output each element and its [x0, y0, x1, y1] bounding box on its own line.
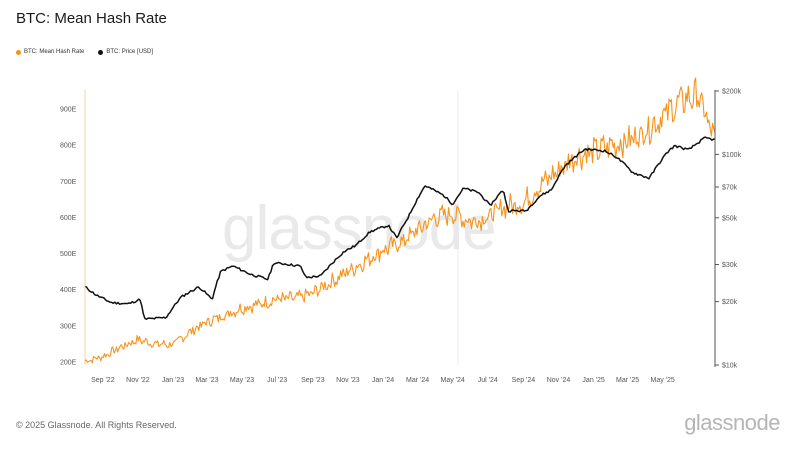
x-tick-label: Sep '23 — [301, 377, 325, 384]
x-tick-label: Mar '25 — [616, 377, 639, 384]
y-right-tick-label: $70k — [722, 185, 738, 192]
x-tick-label: Mar '24 — [406, 377, 429, 384]
x-tick-label: Mar '23 — [195, 377, 218, 384]
y-right-tick-label: $30k — [722, 262, 738, 269]
y-left-tick-label: 600E — [60, 215, 77, 222]
x-tick-label: Nov '22 — [126, 377, 150, 384]
x-tick-label: Jan '23 — [162, 377, 184, 384]
series-line-price — [84, 136, 716, 321]
legend-label-hash-rate: BTC: Mean Hash Rate — [24, 49, 85, 55]
legend-item-price[interactable]: BTC: Price [USD] — [98, 49, 153, 55]
y-left-tick-label: 800E — [60, 143, 77, 150]
axes-layer: 200E 300E 400E 500E 600E 700E 800E 900E $10k $20k… — [60, 89, 742, 385]
x-tick-label: May '23 — [230, 377, 254, 384]
series-layer — [84, 77, 716, 364]
y-left-tick-label: 500E — [60, 251, 77, 258]
x-tick-label: Nov '23 — [336, 377, 360, 384]
x-tick-label: Sep '22 — [91, 377, 115, 384]
x-tick-label: May '24 — [440, 377, 464, 384]
y-left-tick-label: 900E — [60, 107, 77, 114]
y-left-tick-label: 700E — [60, 179, 77, 186]
legend-swatch-price — [98, 49, 104, 55]
y-right-tick-label: $100k — [722, 152, 742, 159]
x-tick-label: Jan '24 — [372, 377, 394, 384]
glassnode-logo[interactable]: glassnode — [684, 410, 780, 435]
legend-item-hash-rate[interactable]: BTC: Mean Hash Rate — [16, 49, 84, 55]
y-left-tick-label: 400E — [60, 287, 77, 294]
x-tick-label: Nov '24 — [547, 377, 571, 384]
y-right-tick-label: $200k — [722, 89, 742, 96]
copyright-text: © 2025 Glassnode. All Rights Reserved. — [16, 420, 177, 430]
y-left-tick-label: 300E — [60, 323, 77, 330]
x-tick-label: Jul '23 — [267, 377, 287, 384]
y-right-tick-label: $50k — [722, 215, 738, 222]
y-right-tick-label: $20k — [722, 299, 738, 306]
chart-legend: BTC: Mean Hash Rate BTC: Price [USD] — [16, 49, 153, 55]
x-tick-label: Jan '25 — [582, 377, 604, 384]
x-tick-label: Sep '24 — [512, 377, 536, 384]
y-right-tick-label: $10k — [722, 363, 738, 370]
x-tick-label: Jul '24 — [478, 377, 498, 384]
watermark-text: glassnode — [222, 194, 496, 263]
chart-title: BTC: Mean Hash Rate — [16, 10, 167, 27]
x-tick-label: May '25 — [650, 377, 674, 384]
legend-label-price: BTC: Price [USD] — [106, 49, 154, 55]
series-line-hash-rate — [84, 77, 716, 364]
y-left-tick-label: 200E — [60, 360, 77, 367]
legend-swatch-hash-rate — [16, 49, 21, 55]
